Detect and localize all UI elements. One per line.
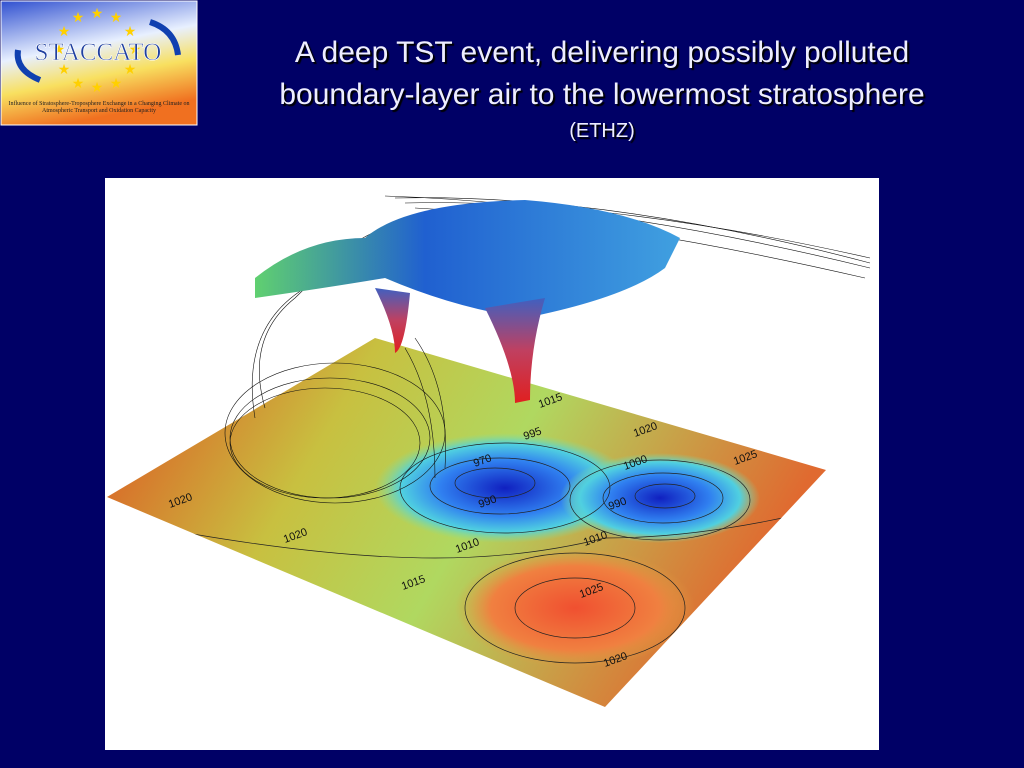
svg-text:★: ★ — [110, 9, 123, 25]
svg-text:★: ★ — [58, 23, 71, 39]
contour-label: 990 — [607, 495, 628, 513]
title-line: boundary-layer air to the lowermost stra… — [279, 78, 925, 111]
title-line: A deep TST event, delivering possibly po… — [294, 36, 910, 69]
svg-text:★: ★ — [72, 9, 85, 25]
svg-text:★: ★ — [91, 5, 104, 21]
svg-text:★: ★ — [91, 79, 104, 95]
contour-label: 970 — [472, 452, 493, 470]
svg-text:★: ★ — [129, 41, 142, 57]
logo-caption: Influence of Stratosphere-Troposphere Ex… — [8, 101, 190, 114]
source: (ETHZ) — [569, 120, 635, 142]
logo-bg — [0, 0, 198, 126]
logo-arrow — [14, 49, 42, 83]
svg-text:★: ★ — [72, 75, 85, 91]
isosurface — [255, 200, 680, 318]
funnel — [485, 298, 545, 403]
svg-text:★: ★ — [124, 23, 137, 39]
svg-text:★: ★ — [124, 61, 137, 77]
funnel — [375, 288, 410, 353]
svg-text:★: ★ — [53, 41, 66, 57]
contour-label: 995 — [522, 425, 543, 443]
logo-name: STACCATO — [35, 39, 162, 66]
logo-arrow — [148, 19, 181, 56]
svg-text:★: ★ — [58, 61, 71, 77]
map-fields — [107, 433, 826, 668]
contour-label: 990 — [477, 493, 498, 511]
logo: ★ ★ ★ ★★★ ★★★ ★★★ STACCATO — [0, 0, 198, 126]
logo-stars: ★ ★ ★ ★★★ ★★★ ★★★ — [53, 5, 142, 95]
svg-text:★: ★ — [110, 75, 123, 91]
